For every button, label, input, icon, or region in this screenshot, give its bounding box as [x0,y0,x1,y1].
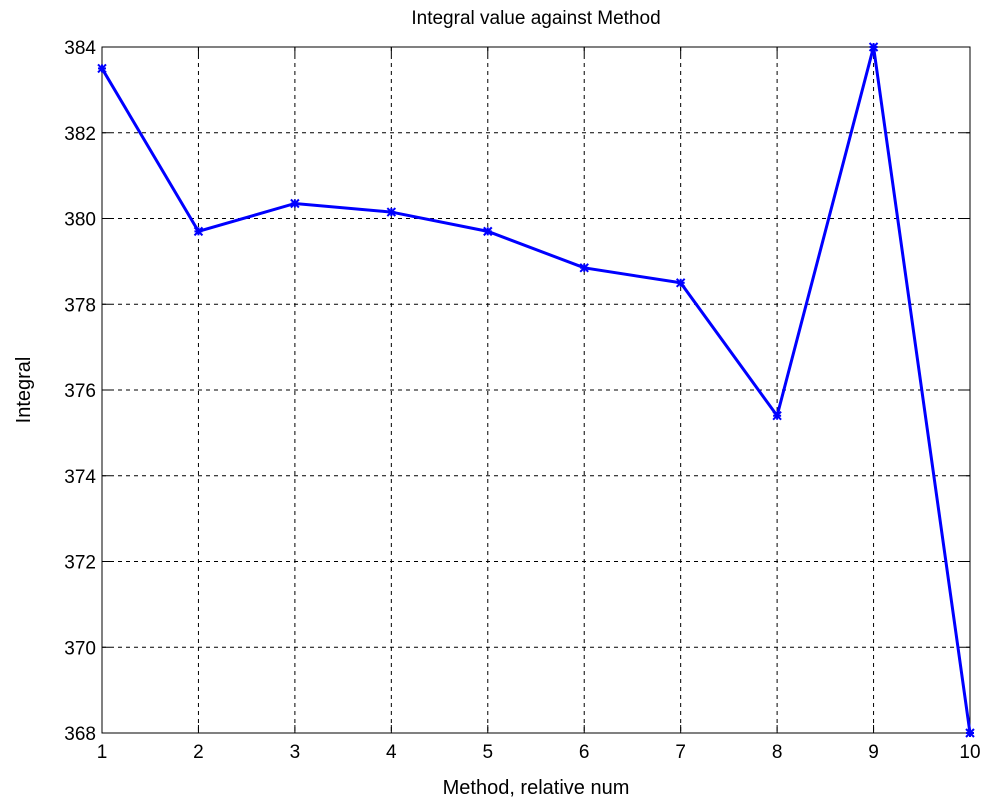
data-point-marker [675,278,686,288]
data-point-marker [193,226,204,237]
x-tick-label: 5 [482,742,493,763]
x-tick-label: 8 [772,742,783,763]
axis-ticks: 1 2 3 4 5 6 7 8 9 10 368 370 372 374 376 378 380 382 384 [64,38,980,763]
data-point-marker [965,728,975,738]
y-tick-label: 370 [64,638,96,659]
y-axis-label: Integral [13,357,35,424]
chart-title: Integral value against Method [411,8,660,29]
y-tick-label: 384 [64,38,96,59]
y-tick-label: 380 [64,210,96,231]
y-tick-label: 378 [64,295,96,316]
y-tick-label: 372 [64,553,96,574]
x-tick-label: 2 [193,742,204,763]
x-tick-label: 4 [386,742,397,763]
data-point-marker [772,411,782,421]
x-tick-label: 10 [959,742,980,763]
data-point-marker [290,198,300,209]
data-point-marker [579,263,589,273]
data-point-marker [868,42,879,52]
series-line [100,46,972,734]
data-point-marker [483,226,493,237]
x-tick-label: 1 [97,742,108,763]
x-axis-label: Method, relative num [443,777,630,799]
x-tick-label: 7 [675,742,686,763]
data-point-marker [386,207,397,217]
y-tick-label: 382 [64,124,96,145]
x-tick-label: 6 [579,742,590,763]
data-point-marker [97,63,107,74]
y-tick-label: 376 [64,381,96,402]
x-tick-label: 9 [868,742,879,763]
x-tick-label: 3 [290,742,301,763]
series-group [97,42,975,738]
y-tick-label: 374 [64,467,96,488]
y-tick-label: 368 [64,724,96,745]
